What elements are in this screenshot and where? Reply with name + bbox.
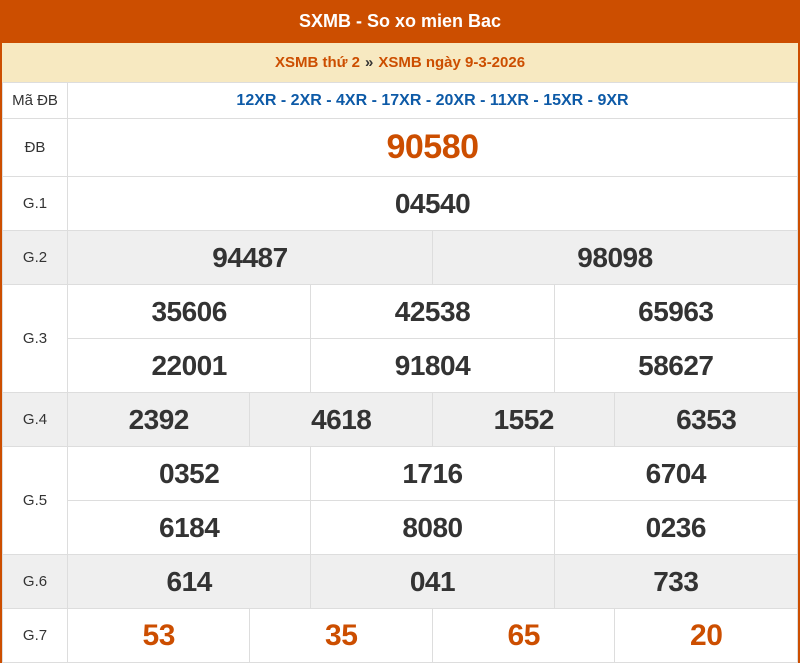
prize-g3: 35606 (66, 284, 312, 339)
label-g4: G.4 (2, 392, 68, 447)
link-xsmb-date[interactable]: XSMB ngày 9-3-2026 (378, 54, 526, 71)
label-g3: G.3 (2, 284, 68, 393)
prize-g3: 65963 (553, 284, 799, 339)
prize-g7: 65 (431, 608, 616, 663)
prize-g2: 94487 (67, 230, 433, 285)
row-g3: G.3 35606 42538 65963 (2, 284, 799, 393)
prize-g4: 1552 (431, 392, 616, 447)
prize-db: 90580 (67, 118, 798, 177)
row-code: Mã ĐB 12XR - 2XR - 4XR - 17XR - 20XR - 1… (2, 82, 798, 119)
breadcrumb: XSMB thứ 2 » XSMB ngày 9-3-2026 (2, 43, 798, 82)
breadcrumb-separator: » (364, 54, 374, 71)
row-g5b: 6184 8080 0236 (3, 500, 799, 555)
prize-g3: 91804 (310, 338, 555, 393)
prize-g7: 53 (66, 608, 251, 663)
label-g1: G.1 (2, 176, 68, 231)
label-code: Mã ĐB (2, 82, 68, 119)
prize-g5: 6184 (66, 500, 312, 555)
special-code: 12XR - 2XR - 4XR - 17XR - 20XR - 11XR - … (67, 82, 798, 119)
prize-g7: 20 (614, 608, 798, 663)
label-g2: G.2 (2, 230, 68, 285)
prize-g5: 1716 (310, 446, 555, 501)
prize-g5: 6704 (553, 446, 799, 501)
results-table: Mã ĐB 12XR - 2XR - 4XR - 17XR - 20XR - 1… (2, 82, 799, 663)
prize-g6: 733 (553, 554, 799, 609)
prize-g5: 8080 (310, 500, 555, 555)
prize-g6: 614 (66, 554, 312, 609)
row-g3b: 22001 91804 58627 (3, 338, 799, 393)
row-g2: G.2 94487 98098 (2, 230, 799, 285)
prize-g3: 42538 (310, 284, 555, 339)
label-g7: G.7 (2, 608, 68, 663)
prize-g5: 0352 (66, 446, 312, 501)
prize-g3: 22001 (66, 338, 312, 393)
label-g5: G.5 (2, 446, 68, 555)
prize-g7: 35 (249, 608, 433, 663)
prize-g4: 2392 (66, 392, 251, 447)
prize-g4: 4618 (249, 392, 433, 447)
label-db: ĐB (2, 118, 68, 177)
row-g6: G.6 614 041 733 (2, 554, 799, 609)
link-xsmb-weekday[interactable]: XSMB thứ 2 (274, 54, 360, 71)
prize-g4: 6353 (614, 392, 798, 447)
row-g1: G.1 04540 (2, 176, 798, 231)
row-g7: G.7 53 35 65 20 (2, 608, 798, 663)
prize-g2: 98098 (431, 230, 799, 285)
row-g4: G.4 2392 4618 1552 6353 (2, 392, 798, 447)
row-db: ĐB 90580 (2, 118, 798, 177)
prize-g6: 041 (310, 554, 555, 609)
row-g5: G.5 0352 1716 6704 (2, 446, 799, 555)
prize-g1: 04540 (67, 176, 798, 231)
prize-g5: 0236 (553, 500, 799, 555)
widget-title: SXMB - So xo mien Bac (2, 0, 798, 43)
label-g6: G.6 (2, 554, 68, 609)
prize-g3: 58627 (553, 338, 799, 393)
